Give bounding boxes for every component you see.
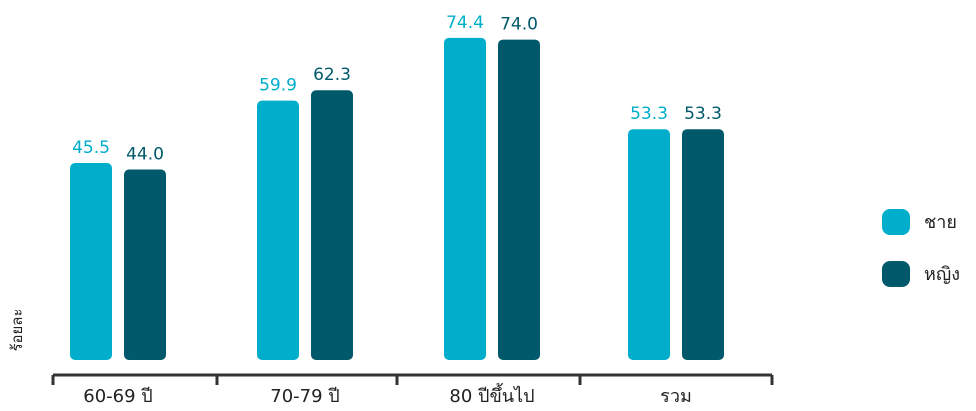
bar-female-2 bbox=[498, 39, 540, 361]
data-label-male-0: 45.5 bbox=[72, 138, 110, 158]
value-labels-group: 45.5 44.0 59.9 62.3 74.4 74.0 53.3 53.3 bbox=[72, 13, 722, 165]
legend-swatch-male bbox=[882, 209, 910, 235]
x-axis-ticks bbox=[51, 375, 774, 385]
bar-male-2 bbox=[444, 37, 486, 361]
x-tick-label-1: 70-79 ปี bbox=[270, 386, 339, 407]
data-label-female-1: 62.3 bbox=[313, 65, 351, 85]
x-tick-label-2: 80 ปีขึ้นไป bbox=[449, 383, 534, 407]
data-label-female-3: 53.3 bbox=[684, 104, 722, 124]
bar-female-3 bbox=[682, 129, 724, 360]
legend-swatch-female bbox=[882, 261, 910, 287]
legend-label-female: หญิง bbox=[924, 264, 960, 285]
data-label-male-3: 53.3 bbox=[630, 104, 668, 124]
bar-male-1 bbox=[257, 100, 299, 361]
x-tick-labels: 60-69 ปี 70-79 ปี 80 ปีขึ้นไป รวม bbox=[83, 383, 692, 407]
data-label-male-1: 59.9 bbox=[259, 76, 297, 96]
data-label-female-0: 44.0 bbox=[126, 144, 164, 164]
legend-label-male: ชาย bbox=[924, 212, 957, 233]
bar-female-1 bbox=[311, 90, 353, 360]
x-tick-label-3: รวม bbox=[660, 386, 692, 407]
bar-female-0 bbox=[124, 169, 166, 360]
bar-male-3 bbox=[628, 129, 670, 360]
data-label-female-2: 74.0 bbox=[500, 15, 538, 35]
bars-group bbox=[70, 37, 724, 361]
x-tick-label-0: 60-69 ปี bbox=[83, 386, 152, 407]
y-axis-label: ร้อยละ bbox=[8, 308, 26, 351]
bar-male-0 bbox=[70, 162, 112, 360]
data-label-male-2: 74.4 bbox=[446, 13, 484, 33]
